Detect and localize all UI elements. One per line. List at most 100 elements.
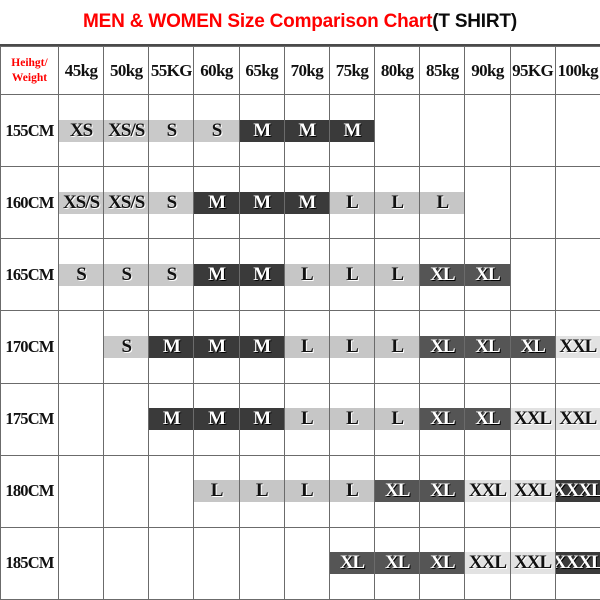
size-label: M [149,335,193,358]
size-label: XXL [556,335,600,358]
weight-column-header: 85kg [419,46,466,95]
size-cell: XXL [554,310,600,384]
size-label: L [285,263,329,286]
size-cell: L [283,382,330,456]
table-row: 175CM M M M L L L XL XL XXL XXL [0,382,600,456]
size-cell: S [148,93,195,168]
size-table: Heihgt/ Weight 45kg 50kg 55KG 60kg 65kg 70kg 7… [0,46,600,600]
size-cell-empty [419,93,466,168]
height-row-header: 180CM [0,454,59,528]
size-cell-empty [283,526,330,600]
size-label: L [330,408,374,431]
size-cell: S [148,238,195,312]
size-label: M [194,408,239,431]
weight-column-header: 50kg [103,46,150,95]
size-cell: L [328,166,376,240]
table-row: 180CMLLLLXLXLXXLXXLXXXL [0,454,600,528]
size-cell: XL [464,310,511,384]
size-label: L [375,191,419,214]
size-cell: L [283,454,330,528]
size-label: XL [420,263,464,286]
size-cell-empty [57,454,105,528]
size-label: XXL [556,408,600,431]
size-label: XL [420,480,464,503]
size-cell: S [148,166,195,240]
size-cell-empty [57,382,105,456]
size-cell-empty [148,454,195,528]
size-label: L [330,335,374,358]
size-label: L [330,263,374,286]
size-cell: L [374,310,421,384]
size-cell-empty [193,526,240,600]
height-row-header: 155CM [0,93,59,168]
size-label: XXL [465,480,510,503]
size-label: M [240,335,284,358]
size-cell: XXL [464,454,511,528]
chart-title-bar: MEN & WOMEN Size Comparison Chart(T SHIR… [0,0,600,46]
size-cell-empty [103,454,150,528]
table-row: 170CM S M M M L L L XL XL XL XXL [0,310,600,384]
size-label: L [240,480,284,503]
size-cell: M [238,166,285,240]
size-label: M [194,263,239,286]
size-label: L [330,191,374,214]
weight-column-header: 55KG [148,46,195,95]
height-row-header: 175CM [0,382,59,456]
size-cell: M [193,166,240,240]
size-cell: XL [374,454,421,528]
size-cell: S [193,93,240,168]
corner-header-line1: Heihgt/ [11,57,48,70]
size-label: M [240,263,284,286]
size-cell: M [238,238,285,312]
table-row: 155CM XS XS/S S S M M M [0,93,600,168]
size-cell: XL [419,238,466,312]
size-cell-empty [374,93,421,168]
size-cell-empty [103,382,150,456]
size-cell: XL [419,310,466,384]
size-cell: XXXL [554,454,600,528]
size-cell: S [57,238,105,312]
table-body: 155CM XS XS/S S S M M M 160CM XS/S XS/S S M M M L L L 165C… [0,93,600,600]
size-cell: L [374,382,421,456]
size-cell-empty [554,166,600,240]
size-cell: XL [419,526,466,600]
size-cell: XXL [509,526,556,600]
size-cell: XS [57,93,105,168]
size-cell: M [283,93,330,168]
size-cell: XL [464,238,511,312]
size-label: L [285,480,329,503]
size-cell-empty [554,238,600,312]
size-cell: M [328,93,376,168]
size-label: M [240,119,284,142]
size-label: XL [511,335,555,358]
size-cell: M [193,310,240,384]
size-label: L [194,480,239,503]
weight-column-header: 45kg [57,46,105,95]
size-label: M [330,119,374,142]
size-label: S [194,119,239,142]
size-cell: L [238,454,285,528]
weight-column-header: 95KG [509,46,556,95]
table-head: Heihgt/ Weight 45kg 50kg 55KG 60kg 65kg 70kg 7… [0,46,600,95]
size-cell: XL [419,382,466,456]
size-label: L [375,263,419,286]
size-label: XS [59,119,103,142]
size-label: XL [465,335,510,358]
size-cell: M [283,166,330,240]
size-cell: XL [419,454,466,528]
size-label: L [285,408,329,431]
size-label: XXL [511,552,555,575]
size-label: S [104,335,148,358]
size-cell: L [193,454,240,528]
table-row: 165CM S S S M M L L L XL XL [0,238,600,312]
size-label: XXXL [556,552,600,575]
size-cell-empty [509,238,556,312]
size-label: XL [375,480,419,503]
size-label: XL [330,552,374,575]
size-cell: L [328,310,376,384]
size-label: M [194,191,239,214]
weight-column-header: 100kg [554,46,600,95]
size-cell: M [148,310,195,384]
size-cell: M [238,310,285,384]
height-row-header: 170CM [0,310,59,384]
